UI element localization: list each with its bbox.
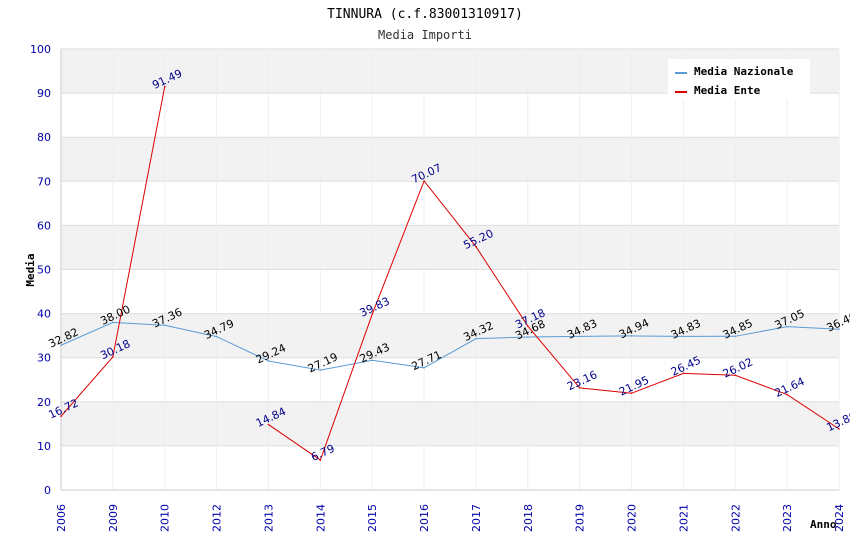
data-point: [112, 321, 114, 324]
x-tick-label: 2019: [574, 504, 587, 532]
data-point: [267, 423, 270, 426]
data-point: [630, 335, 633, 337]
y-axis-ticks: 0 10 20 30 40 50 60 70 80 90 100: [30, 43, 51, 497]
x-tick-label: 2015: [366, 504, 379, 532]
data-point: [578, 335, 581, 338]
data-point: [786, 325, 788, 328]
grid-bands: [61, 49, 839, 446]
grid-band: [61, 225, 839, 270]
data-point: [423, 366, 425, 369]
data-point: [60, 344, 62, 347]
data-point: [734, 374, 737, 377]
data-point: [786, 393, 788, 396]
data-point: [682, 335, 685, 338]
x-tick-label: 2013: [262, 504, 275, 532]
y-tick-label: 90: [37, 87, 51, 100]
grid-band: [61, 401, 839, 446]
x-tick-label: 2006: [55, 504, 68, 532]
gridlines: [60, 48, 840, 491]
y-tick-label: 70: [37, 175, 51, 188]
y-tick-label: 80: [37, 131, 51, 144]
x-tick-label: 2024: [833, 504, 846, 532]
data-point: [475, 337, 477, 340]
data-point: [527, 325, 529, 327]
y-tick-label: 50: [37, 264, 51, 277]
legend-label-ente: Media Ente: [694, 84, 761, 97]
y-tick-label: 20: [37, 396, 51, 409]
x-tick-label: 2010: [159, 504, 172, 532]
data-point: [371, 359, 374, 362]
series-line-ente: [268, 179, 840, 461]
data-point: [319, 459, 322, 461]
legend-label-nazionale: Media Nazionale: [694, 65, 794, 78]
series-line-nazionale: [60, 321, 840, 371]
chart-subtitle: Media Importi: [378, 28, 472, 42]
y-tick-label: 30: [37, 352, 51, 365]
y-tick-label: 60: [37, 219, 51, 232]
y-axis-label: Media: [24, 253, 37, 286]
data-point: [60, 415, 62, 418]
x-tick-label: 2012: [211, 504, 224, 532]
data-point: [319, 369, 322, 371]
x-tick-label: 2009: [107, 504, 120, 532]
data-label: 26.02: [721, 356, 755, 381]
x-tick-label: 2018: [522, 504, 535, 532]
x-axis-label: Anno: [810, 518, 837, 531]
data-point: [578, 387, 581, 389]
legend-box: [668, 59, 810, 99]
data-point: [215, 335, 218, 338]
data-point: [112, 356, 114, 358]
y-tick-label: 40: [37, 308, 51, 321]
legend: Media Nazionale Media Ente: [668, 59, 810, 99]
data-point: [423, 180, 425, 182]
x-tick-label: 2014: [314, 504, 327, 532]
data-point: [371, 313, 374, 316]
x-tick-label: 2023: [781, 504, 794, 532]
x-tick-label: 2021: [677, 504, 690, 532]
x-axis-ticks: 2006 2009 2010 2012 2013 2014 2015 2016 2017 2018…: [55, 504, 846, 532]
x-tick-label: 2020: [626, 504, 639, 532]
x-tick-label: 2017: [470, 504, 483, 532]
x-tick-label: 2016: [418, 504, 431, 532]
y-tick-label: 100: [30, 43, 51, 56]
y-tick-label: 10: [37, 440, 51, 453]
data-label: 21.95: [617, 373, 651, 398]
data-point: [838, 428, 840, 430]
data-point: [838, 328, 840, 331]
data-point: [630, 392, 633, 395]
data-point: [734, 335, 737, 338]
data-point: [163, 324, 166, 327]
y-tick-label: 0: [44, 484, 51, 497]
data-point: [475, 245, 477, 248]
series-lines: [60, 85, 840, 461]
data-point: [163, 85, 166, 88]
data-point: [527, 336, 529, 338]
grid-band: [61, 313, 839, 358]
chart-title: TINNURA (c.f.83001310917): [327, 7, 523, 22]
data-point: [682, 372, 685, 375]
x-tick-label: 2022: [729, 504, 742, 532]
grid-band: [61, 137, 839, 182]
data-point: [267, 360, 270, 362]
